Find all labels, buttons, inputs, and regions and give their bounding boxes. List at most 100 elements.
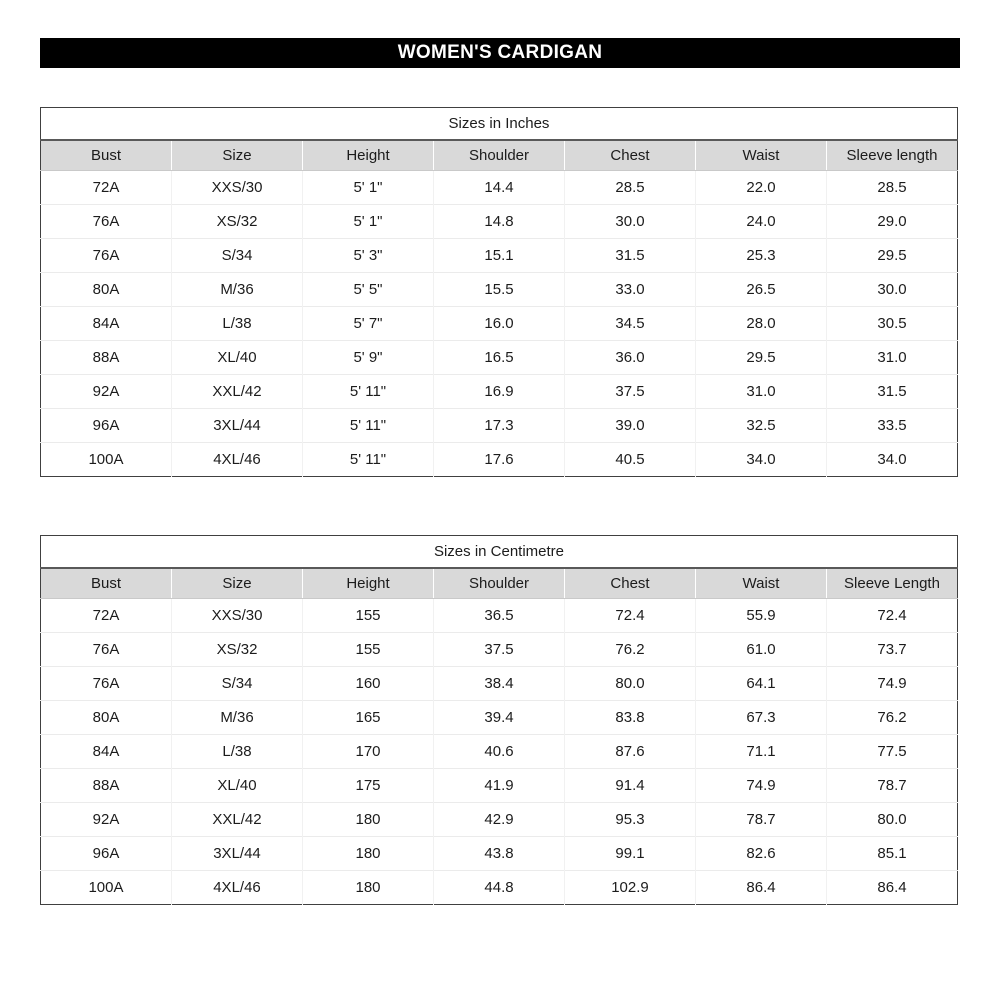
- table-cell: 25.3: [695, 238, 827, 273]
- table-row: 80A M/36 5' 5" 15.5 33.0 26.5 30.0: [40, 272, 958, 307]
- table-row: 76A S/34 5' 3" 15.1 31.5 25.3 29.5: [40, 238, 958, 273]
- table-row: 76A S/34 160 38.4 80.0 64.1 74.9: [40, 666, 958, 701]
- table-cell: 39.4: [433, 700, 565, 735]
- table-cell: 76A: [40, 666, 172, 701]
- table-cell: 16.9: [433, 374, 565, 409]
- column-header: Size: [171, 567, 303, 599]
- table-cell: 31.0: [826, 340, 958, 375]
- table-cell: 74.9: [826, 666, 958, 701]
- column-header: Chest: [564, 139, 696, 171]
- table-cell: 55.9: [695, 598, 827, 633]
- table-cell: 82.6: [695, 836, 827, 871]
- table-cell: 29.0: [826, 204, 958, 239]
- table-row: 72A XXS/30 155 36.5 72.4 55.9 72.4: [40, 598, 958, 633]
- column-header: Sleeve Length: [826, 567, 958, 599]
- column-header: Height: [302, 139, 434, 171]
- table-cell: 3XL/44: [171, 408, 303, 443]
- table-cell: 30.0: [826, 272, 958, 307]
- table-cell: 15.1: [433, 238, 565, 273]
- table-cell: 17.6: [433, 442, 565, 477]
- table-cell: 4XL/46: [171, 870, 303, 905]
- table-cell: 72.4: [826, 598, 958, 633]
- table-cell: 43.8: [433, 836, 565, 871]
- table-cell: 32.5: [695, 408, 827, 443]
- table-cell: 99.1: [564, 836, 696, 871]
- table-row: 92A XXL/42 5' 11" 16.9 37.5 31.0 31.5: [40, 374, 958, 409]
- table-cell: XL/40: [171, 768, 303, 803]
- table-cell: 165: [302, 700, 434, 735]
- table-cell: 38.4: [433, 666, 565, 701]
- table-cell: 5' 11": [302, 374, 434, 409]
- table-cell: 76A: [40, 632, 172, 667]
- table-cell: 72.4: [564, 598, 696, 633]
- table-cell: 86.4: [695, 870, 827, 905]
- table-cell: 92A: [40, 802, 172, 837]
- table-cell: 80A: [40, 272, 172, 307]
- table-row: 88A XL/40 175 41.9 91.4 74.9 78.7: [40, 768, 958, 803]
- table-cell: XL/40: [171, 340, 303, 375]
- table-cell: 76.2: [564, 632, 696, 667]
- table-title: Sizes in Inches: [40, 107, 958, 141]
- table-title: Sizes in Centimetre: [40, 535, 958, 569]
- table-cell: 74.9: [695, 768, 827, 803]
- table-cell: 102.9: [564, 870, 696, 905]
- table-cell: XXS/30: [171, 170, 303, 205]
- table-cell: XXS/30: [171, 598, 303, 633]
- column-header-row: Bust Size Height Shoulder Chest Waist Sleeve l…: [40, 139, 958, 171]
- table-cell: 71.1: [695, 734, 827, 769]
- table-cell: 29.5: [826, 238, 958, 273]
- table-cell: 3XL/44: [171, 836, 303, 871]
- table-cell: 31.5: [564, 238, 696, 273]
- table-body: 72A XXS/30 155 36.5 72.4 55.9 72.4 76A XS/32 155 3…: [40, 598, 958, 905]
- table-cell: 39.0: [564, 408, 696, 443]
- page-title: WOMEN'S CARDIGAN: [397, 42, 603, 63]
- table-cell: 67.3: [695, 700, 827, 735]
- table-cell: 16.5: [433, 340, 565, 375]
- table-cell: 28.5: [826, 170, 958, 205]
- table-row: 96A 3XL/44 180 43.8 99.1 82.6 85.1: [40, 836, 958, 871]
- table-cell: XS/32: [171, 204, 303, 239]
- table-cell: 30.5: [826, 306, 958, 341]
- table-body: 72A XXS/30 5' 1" 14.4 28.5 22.0 28.5 76A XS/32 5'…: [40, 170, 958, 477]
- table-cell: 160: [302, 666, 434, 701]
- table-cell: 80.0: [564, 666, 696, 701]
- table-row: 80A M/36 165 39.4 83.8 67.3 76.2: [40, 700, 958, 735]
- sizes-in-inches-table: Sizes in Inches Bust Size Height Shoulder Ch…: [40, 107, 958, 477]
- table-cell: 96A: [40, 836, 172, 871]
- table-cell: 31.5: [826, 374, 958, 409]
- table-cell: XS/32: [171, 632, 303, 667]
- table-cell: 24.0: [695, 204, 827, 239]
- table-row: 96A 3XL/44 5' 11" 17.3 39.0 32.5 33.5: [40, 408, 958, 443]
- table-cell: M/36: [171, 272, 303, 307]
- table-cell: 30.0: [564, 204, 696, 239]
- table-cell: 175: [302, 768, 434, 803]
- table-cell: 88A: [40, 340, 172, 375]
- table-cell: 4XL/46: [171, 442, 303, 477]
- centimetre-table-section: Sizes in Centimetre Bust Size Height Should…: [40, 535, 958, 905]
- table-cell: 14.4: [433, 170, 565, 205]
- column-header: Bust: [40, 567, 172, 599]
- table-cell: 155: [302, 632, 434, 667]
- table-cell: 80A: [40, 700, 172, 735]
- table-cell: 34.5: [564, 306, 696, 341]
- table-cell: 28.5: [564, 170, 696, 205]
- table-cell: 84A: [40, 306, 172, 341]
- table-cell: M/36: [171, 700, 303, 735]
- table-cell: 29.5: [695, 340, 827, 375]
- table-cell: 40.6: [433, 734, 565, 769]
- column-header: Size: [171, 139, 303, 171]
- table-cell: 15.5: [433, 272, 565, 307]
- column-header: Waist: [695, 139, 827, 171]
- table-cell: 72A: [40, 598, 172, 633]
- table-cell: 155: [302, 598, 434, 633]
- table-cell: 31.0: [695, 374, 827, 409]
- column-header: Bust: [40, 139, 172, 171]
- table-cell: 40.5: [564, 442, 696, 477]
- table-cell: 34.0: [695, 442, 827, 477]
- table-cell: L/38: [171, 734, 303, 769]
- table-cell: 37.5: [564, 374, 696, 409]
- sizes-in-centimetre-table: Sizes in Centimetre Bust Size Height Should…: [40, 535, 958, 905]
- table-cell: 41.9: [433, 768, 565, 803]
- table-cell: 86.4: [826, 870, 958, 905]
- column-header: Shoulder: [433, 567, 565, 599]
